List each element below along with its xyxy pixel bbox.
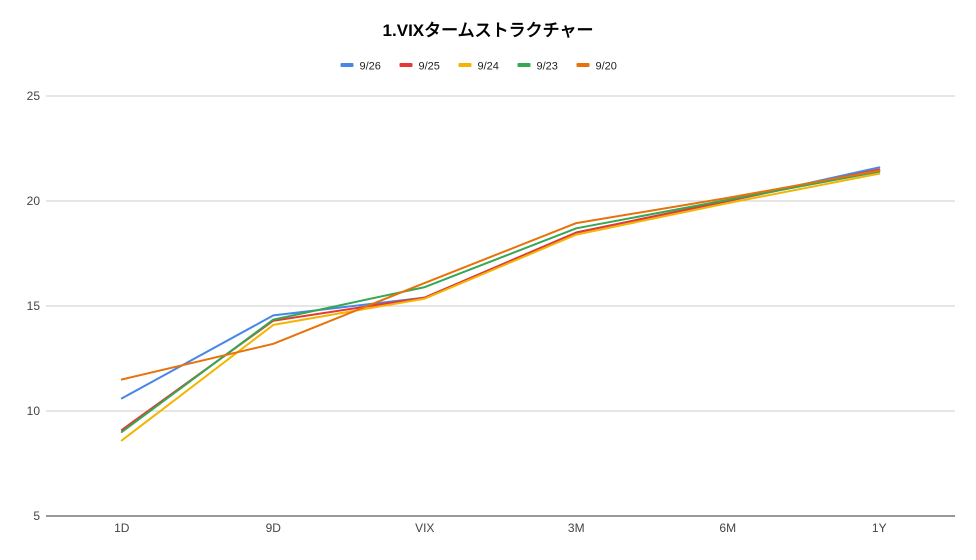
y-tick-label: 25 <box>27 89 41 103</box>
legend-swatch <box>399 63 413 67</box>
y-tick-label: 20 <box>27 194 41 208</box>
chart-title: 1.VIXタームストラクチャー <box>383 21 594 40</box>
legend-label: 9/26 <box>360 61 381 73</box>
legend-item[interactable]: 9/25 <box>399 61 440 73</box>
legend-item[interactable]: 9/24 <box>458 61 499 73</box>
x-tick-label: 6M <box>719 521 736 535</box>
series-line-9-24 <box>120 172 881 442</box>
series-line-9-25 <box>120 168 881 431</box>
legend-swatch <box>340 63 354 67</box>
x-tick-label: 9D <box>266 521 282 535</box>
legend-swatch <box>517 63 531 67</box>
series-line-9-23 <box>120 170 881 433</box>
legend-label: 9/23 <box>537 61 558 73</box>
legend-swatch <box>576 63 590 67</box>
y-tick-label: 5 <box>33 509 40 523</box>
x-tick-label: VIX <box>415 521 434 535</box>
y-tick-label: 10 <box>27 404 41 418</box>
x-tick-label: 3M <box>568 521 585 535</box>
legend-swatch <box>458 63 472 67</box>
series-lines <box>120 166 881 442</box>
y-tick-label: 15 <box>27 299 41 313</box>
legend-label: 9/24 <box>478 61 499 73</box>
legend: 9/26 9/25 9/24 9/23 9/20 <box>340 61 617 73</box>
x-tick-label: 1Y <box>872 521 887 535</box>
series-line-9-26 <box>120 166 881 400</box>
series-line-9-20 <box>120 169 881 381</box>
legend-label: 9/20 <box>596 61 617 73</box>
x-axis-ticks: 1D 9D VIX 3M 6M 1Y <box>114 521 887 535</box>
legend-label: 9/25 <box>419 61 440 73</box>
legend-item[interactable]: 9/20 <box>576 61 617 73</box>
x-tick-label: 1D <box>114 521 130 535</box>
legend-item[interactable]: 9/23 <box>517 61 558 73</box>
y-axis-ticks: 5 10 15 20 25 <box>27 89 41 523</box>
gridlines <box>46 95 955 517</box>
legend-item[interactable]: 9/26 <box>340 61 381 73</box>
